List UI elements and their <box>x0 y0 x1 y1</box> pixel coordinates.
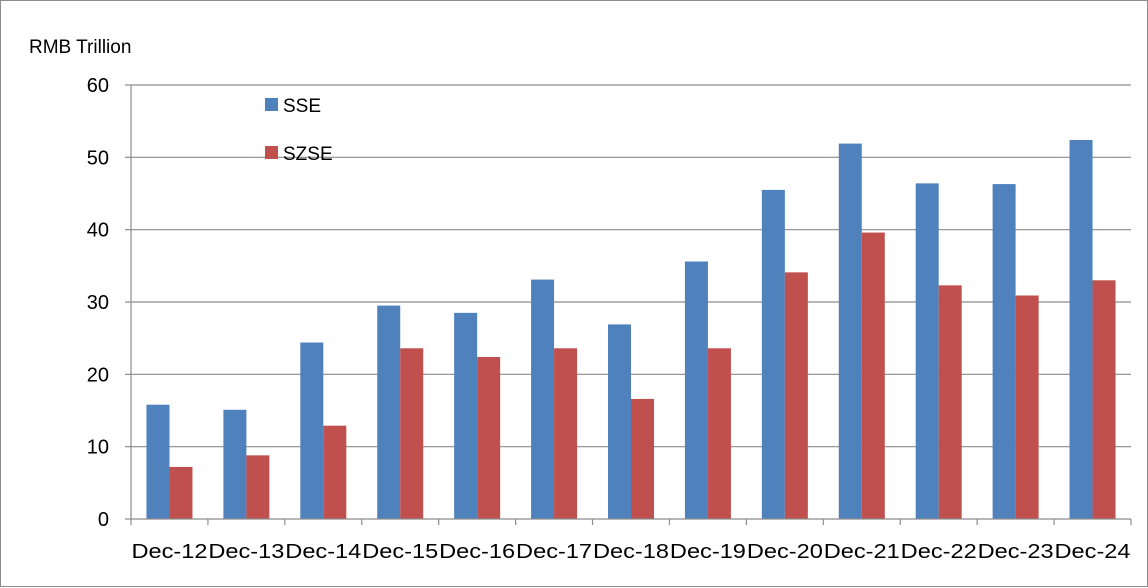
y-tick-label: 50 <box>87 147 109 169</box>
bar-sse-dec-22 <box>915 183 939 519</box>
y-tick-label: 10 <box>87 437 109 459</box>
gridlines <box>131 84 1131 448</box>
bar-sse-dec-21 <box>838 143 862 519</box>
bar-sse-dec-14 <box>300 342 324 519</box>
bar-szse-dec-15 <box>400 348 424 519</box>
x-tick-label: Dec-14 <box>285 541 361 563</box>
x-tick-label: Dec-22 <box>901 541 977 563</box>
bar-sse-dec-12 <box>146 404 170 519</box>
bar-szse-dec-14 <box>323 425 347 519</box>
y-tick-label: 40 <box>87 220 109 242</box>
bar-szse-dec-17 <box>554 348 578 519</box>
x-tick-label: Dec-18 <box>593 541 669 563</box>
bar-szse-dec-18 <box>631 398 654 519</box>
y-tick-label: 30 <box>87 292 109 314</box>
bar-szse-dec-13 <box>246 455 270 519</box>
x-tick-label: Dec-19 <box>670 541 746 563</box>
y-tick-label: 20 <box>87 364 109 386</box>
bar-sse-dec-19 <box>684 261 708 519</box>
x-tick-label: Dec-15 <box>362 541 438 563</box>
legend-label-szse: SZSE <box>283 144 333 165</box>
x-tick-label: Dec-17 <box>516 541 592 563</box>
legend-label-sse: SSE <box>283 96 321 117</box>
x-tick-label: Dec-20 <box>747 541 823 563</box>
legend-swatch-szse <box>265 146 278 159</box>
bar-sse-dec-18 <box>608 324 631 519</box>
x-tick-label: Dec-21 <box>824 541 900 563</box>
bar-sse-dec-17 <box>531 279 555 519</box>
x-tick-label: Dec-23 <box>978 541 1054 563</box>
bar-szse-dec-24 <box>1092 280 1116 519</box>
x-tick-label: Dec-16 <box>439 541 515 563</box>
bar-sse-dec-13 <box>223 409 247 519</box>
bar-szse-dec-21 <box>861 232 885 519</box>
x-tick-label: Dec-24 <box>1055 541 1131 563</box>
bars <box>146 139 1116 519</box>
x-tick-label: Dec-13 <box>208 541 284 563</box>
bar-sse-dec-20 <box>761 189 785 519</box>
bar-sse-dec-24 <box>1069 139 1093 519</box>
y-tick-label: 60 <box>87 75 109 97</box>
legend-swatch-sse <box>265 98 278 111</box>
y-axis-unit-label: RMB Trillion <box>29 37 131 58</box>
bar-sse-dec-23 <box>992 184 1016 519</box>
bar-szse-dec-22 <box>938 285 962 519</box>
bar-sse-dec-15 <box>377 305 401 519</box>
y-tick-label: 0 <box>98 509 109 531</box>
bar-szse-dec-20 <box>784 272 808 519</box>
legend: SSE SZSE <box>265 96 333 165</box>
bar-szse-dec-16 <box>477 356 501 519</box>
bar-sse-dec-16 <box>454 312 478 519</box>
bar-szse-dec-23 <box>1015 295 1039 519</box>
x-axis-ticks: Dec-12 Dec-13 Dec-14 Dec-15 Dec-16 Dec-17 Dec-… <box>130 519 1132 563</box>
bar-szse-dec-19 <box>707 348 731 519</box>
y-axis-ticks: 0 10 20 30 40 50 60 <box>87 75 131 531</box>
x-tick-label: Dec-12 <box>131 541 207 563</box>
bar-szse-dec-12 <box>169 466 193 519</box>
